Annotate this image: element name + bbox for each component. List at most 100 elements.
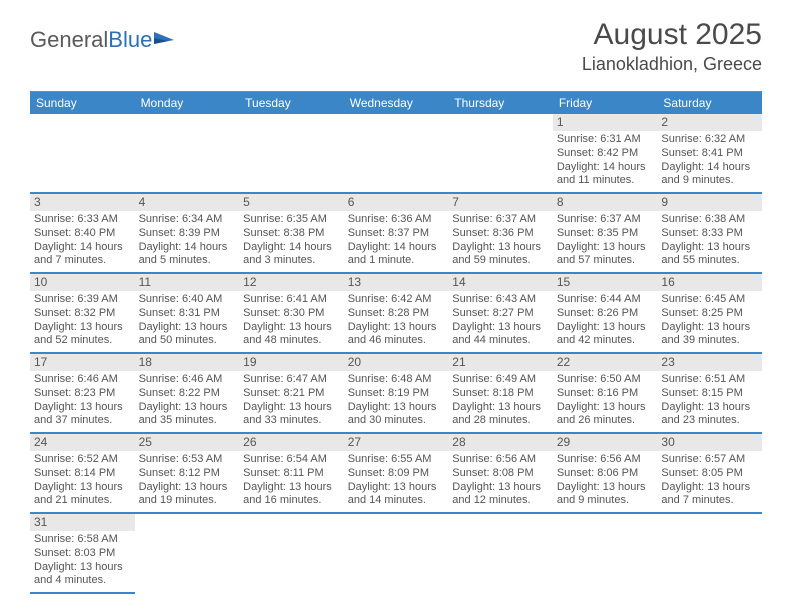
day-number: 13: [344, 274, 449, 291]
sunrise-line: Sunrise: 6:33 AM: [34, 213, 131, 227]
day-cell: 4Sunrise: 6:34 AMSunset: 8:39 PMDaylight…: [135, 194, 240, 274]
day-cell: 26Sunrise: 6:54 AMSunset: 8:11 PMDayligh…: [239, 434, 344, 514]
sunrise-line: Sunrise: 6:46 AM: [34, 373, 131, 387]
empty-cell: [448, 114, 553, 194]
day-cell: 8Sunrise: 6:37 AMSunset: 8:35 PMDaylight…: [553, 194, 658, 274]
day-cell: 29Sunrise: 6:56 AMSunset: 8:06 PMDayligh…: [553, 434, 658, 514]
day-cell: 3Sunrise: 6:33 AMSunset: 8:40 PMDaylight…: [30, 194, 135, 274]
daylight-line: Daylight: 13 hours and 7 minutes.: [661, 481, 758, 509]
day-number: 2: [657, 114, 762, 131]
day-cell: 2Sunrise: 6:32 AMSunset: 8:41 PMDaylight…: [657, 114, 762, 194]
day-number: 19: [239, 354, 344, 371]
flag-icon: [154, 26, 176, 52]
sunset-line: Sunset: 8:30 PM: [243, 307, 340, 321]
daylight-line: Daylight: 13 hours and 50 minutes.: [139, 321, 236, 349]
sunset-line: Sunset: 8:37 PM: [348, 227, 445, 241]
day-number: 17: [30, 354, 135, 371]
daylight-line: Daylight: 13 hours and 44 minutes.: [452, 321, 549, 349]
empty-cell: [239, 514, 344, 594]
day-cell: 23Sunrise: 6:51 AMSunset: 8:15 PMDayligh…: [657, 354, 762, 434]
sunrise-line: Sunrise: 6:58 AM: [34, 533, 131, 547]
daylight-line: Daylight: 13 hours and 59 minutes.: [452, 241, 549, 269]
daylight-line: Daylight: 13 hours and 16 minutes.: [243, 481, 340, 509]
month-title: August 2025: [582, 18, 762, 52]
daylight-line: Daylight: 13 hours and 55 minutes.: [661, 241, 758, 269]
sunrise-line: Sunrise: 6:42 AM: [348, 293, 445, 307]
sunrise-line: Sunrise: 6:53 AM: [139, 453, 236, 467]
empty-cell: [30, 114, 135, 194]
day-number: 23: [657, 354, 762, 371]
sunset-line: Sunset: 8:12 PM: [139, 467, 236, 481]
sunset-line: Sunset: 8:11 PM: [243, 467, 340, 481]
empty-cell: [135, 514, 240, 594]
day-cell: 7Sunrise: 6:37 AMSunset: 8:36 PMDaylight…: [448, 194, 553, 274]
daylight-line: Daylight: 13 hours and 35 minutes.: [139, 401, 236, 429]
sunset-line: Sunset: 8:32 PM: [34, 307, 131, 321]
sunset-line: Sunset: 8:19 PM: [348, 387, 445, 401]
daylight-line: Daylight: 13 hours and 52 minutes.: [34, 321, 131, 349]
empty-cell: [344, 514, 449, 594]
sunset-line: Sunset: 8:36 PM: [452, 227, 549, 241]
day-number: 21: [448, 354, 553, 371]
title-block: August 2025 Lianokladhion, Greece: [582, 18, 762, 75]
day-number: 26: [239, 434, 344, 451]
daylight-line: Daylight: 14 hours and 5 minutes.: [139, 241, 236, 269]
sunset-line: Sunset: 8:18 PM: [452, 387, 549, 401]
day-cell: 21Sunrise: 6:49 AMSunset: 8:18 PMDayligh…: [448, 354, 553, 434]
sunrise-line: Sunrise: 6:35 AM: [243, 213, 340, 227]
daylight-line: Daylight: 13 hours and 37 minutes.: [34, 401, 131, 429]
daylight-line: Daylight: 14 hours and 11 minutes.: [557, 161, 654, 189]
sunrise-line: Sunrise: 6:56 AM: [557, 453, 654, 467]
day-number: 22: [553, 354, 658, 371]
day-cell: 11Sunrise: 6:40 AMSunset: 8:31 PMDayligh…: [135, 274, 240, 354]
location: Lianokladhion, Greece: [582, 54, 762, 75]
sunset-line: Sunset: 8:15 PM: [661, 387, 758, 401]
sunrise-line: Sunrise: 6:57 AM: [661, 453, 758, 467]
weekday-header: Wednesday: [344, 92, 449, 114]
day-number: 3: [30, 194, 135, 211]
sunrise-line: Sunrise: 6:50 AM: [557, 373, 654, 387]
weekday-header: Friday: [553, 92, 658, 114]
day-number: 31: [30, 514, 135, 531]
sunset-line: Sunset: 8:25 PM: [661, 307, 758, 321]
daylight-line: Daylight: 13 hours and 9 minutes.: [557, 481, 654, 509]
day-number: 20: [344, 354, 449, 371]
day-cell: 15Sunrise: 6:44 AMSunset: 8:26 PMDayligh…: [553, 274, 658, 354]
daylight-line: Daylight: 13 hours and 19 minutes.: [139, 481, 236, 509]
sunset-line: Sunset: 8:33 PM: [661, 227, 758, 241]
empty-cell: [657, 514, 762, 594]
daylight-line: Daylight: 13 hours and 30 minutes.: [348, 401, 445, 429]
weekday-header-row: SundayMondayTuesdayWednesdayThursdayFrid…: [30, 92, 762, 114]
sunrise-line: Sunrise: 6:41 AM: [243, 293, 340, 307]
sunset-line: Sunset: 8:26 PM: [557, 307, 654, 321]
day-number: 24: [30, 434, 135, 451]
calendar-grid: 1Sunrise: 6:31 AMSunset: 8:42 PMDaylight…: [30, 114, 762, 594]
day-number: 16: [657, 274, 762, 291]
daylight-line: Daylight: 13 hours and 28 minutes.: [452, 401, 549, 429]
sunrise-line: Sunrise: 6:44 AM: [557, 293, 654, 307]
weekday-header: Sunday: [30, 92, 135, 114]
day-number: 30: [657, 434, 762, 451]
daylight-line: Daylight: 14 hours and 1 minute.: [348, 241, 445, 269]
sunset-line: Sunset: 8:41 PM: [661, 147, 758, 161]
calendar: SundayMondayTuesdayWednesdayThursdayFrid…: [30, 91, 762, 594]
empty-cell: [344, 114, 449, 194]
day-number: 5: [239, 194, 344, 211]
day-number: 29: [553, 434, 658, 451]
sunset-line: Sunset: 8:35 PM: [557, 227, 654, 241]
day-number: 25: [135, 434, 240, 451]
sunrise-line: Sunrise: 6:40 AM: [139, 293, 236, 307]
sunrise-line: Sunrise: 6:39 AM: [34, 293, 131, 307]
sunset-line: Sunset: 8:14 PM: [34, 467, 131, 481]
empty-cell: [135, 114, 240, 194]
sunrise-line: Sunrise: 6:51 AM: [661, 373, 758, 387]
sunset-line: Sunset: 8:27 PM: [452, 307, 549, 321]
sunrise-line: Sunrise: 6:36 AM: [348, 213, 445, 227]
day-number: 9: [657, 194, 762, 211]
weekday-header: Thursday: [448, 92, 553, 114]
empty-cell: [553, 514, 658, 594]
day-cell: 27Sunrise: 6:55 AMSunset: 8:09 PMDayligh…: [344, 434, 449, 514]
sunset-line: Sunset: 8:23 PM: [34, 387, 131, 401]
sunrise-line: Sunrise: 6:52 AM: [34, 453, 131, 467]
day-number: 1: [553, 114, 658, 131]
